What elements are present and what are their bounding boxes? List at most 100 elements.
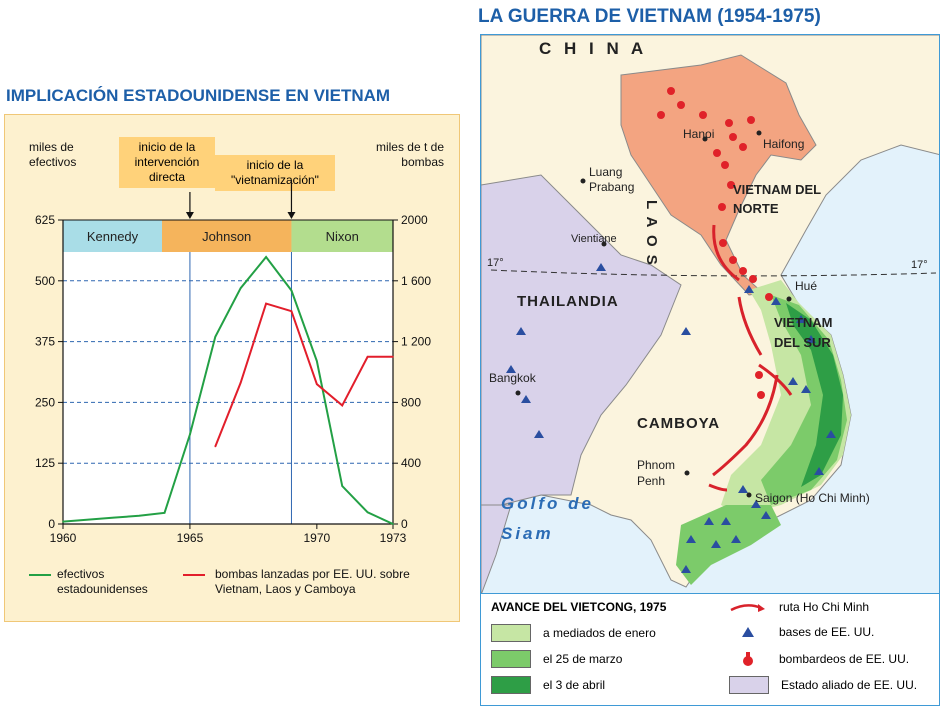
- label-south-vietnam: VIETNAM DEL SUR: [774, 315, 833, 350]
- legend-swatch-jan: [491, 624, 531, 642]
- legend-label-bases: bases de EE. UU.: [779, 625, 875, 639]
- thailand-peninsula: [481, 504, 512, 593]
- legend-label-mar: el 25 de marzo: [543, 652, 623, 666]
- data-point: [265, 256, 267, 258]
- right-tick-label: 1 600: [401, 274, 431, 288]
- label-china: C H I N A: [539, 39, 648, 58]
- legend-swatch-bombs: [183, 574, 205, 576]
- arrow-head: [185, 212, 194, 219]
- legend-title: AVANCE DEL VIETCONG, 1975: [491, 600, 667, 614]
- callout-vietnamization: inicio de la "vietnamización": [215, 155, 335, 191]
- right-tick-label: 2000: [401, 213, 428, 227]
- data-point: [290, 310, 293, 312]
- president-label: Johnson: [202, 229, 251, 244]
- x-tick-label: 1965: [177, 531, 204, 545]
- data-point: [138, 514, 140, 517]
- label-thailand: THAILANDIA: [517, 293, 619, 310]
- legend-bombing: bombardeos de EE. UU.: [729, 651, 909, 667]
- legend-label-route: ruta Ho Chi Minh: [779, 600, 870, 614]
- map-legend: AVANCE DEL VIETCONG, 1975 a mediados de …: [480, 594, 940, 706]
- label-17-right: 17°: [911, 259, 928, 271]
- legend-bases: bases de EE. UU.: [729, 625, 874, 639]
- left-tick-label: 625: [35, 213, 55, 227]
- right-tick-label: 1 200: [401, 335, 431, 349]
- data-point: [62, 520, 64, 523]
- legend-label-apr: el 3 de abril: [543, 678, 606, 692]
- legend-swatch-troops: [29, 574, 51, 576]
- label-cambodia: CAMBOYA: [637, 415, 721, 432]
- data-point: [214, 335, 217, 338]
- us-bombings: [657, 87, 773, 399]
- chart-panel: miles de efectivos miles de t de bombas …: [4, 114, 460, 622]
- route-arrow-icon: [730, 604, 765, 612]
- right-tick-label: 400: [401, 456, 421, 470]
- left-tick-label: 250: [35, 395, 55, 409]
- legend-swatch-apr: [491, 676, 531, 694]
- data-point: [290, 289, 293, 292]
- left-axis-label: miles de efectivos: [29, 140, 77, 169]
- data-point: [366, 511, 369, 514]
- data-point: [392, 523, 394, 525]
- right-axis-label: miles de t de bombas: [375, 140, 444, 169]
- x-tick-label: 1973: [380, 531, 407, 545]
- north-vietnam-region: [620, 54, 817, 296]
- data-point: [163, 512, 166, 514]
- label-north-vietnam: VIETNAM DEL NORTE: [733, 182, 821, 216]
- data-point: [392, 356, 394, 358]
- president-band-johnson: [162, 220, 292, 252]
- vietnam-war-map: C H I N A Hanoi Haifong VIETNAM DEL NORT…: [480, 34, 940, 594]
- label-laos: L A O S: [643, 200, 660, 267]
- president-label: Nixon: [326, 229, 359, 244]
- president-band-nixon: [291, 220, 393, 252]
- arrow-head: [287, 212, 296, 219]
- label-hue: Hué: [795, 279, 818, 293]
- left-tick-label: 125: [35, 456, 55, 470]
- series-line-1: [214, 302, 393, 447]
- data-point: [87, 518, 90, 521]
- zone-april: [786, 303, 843, 487]
- label-phnom-penh: Phnom Penh: [637, 458, 676, 488]
- legend-allied: Estado aliado de EE. UU.: [729, 676, 917, 694]
- right-tick-label: 800: [401, 395, 421, 409]
- plot-area: [63, 252, 393, 524]
- data-point: [239, 381, 242, 384]
- label-vientiane: Vientiane: [571, 233, 617, 245]
- data-point: [366, 356, 369, 358]
- legend-label-troops: efectivos estadounidenses: [57, 567, 148, 596]
- data-point: [341, 485, 344, 487]
- us-bases: [506, 263, 836, 573]
- label-haifong: Haifong: [763, 137, 805, 151]
- ho-chi-minh-route: [708, 224, 793, 492]
- left-tick-label: 375: [35, 335, 55, 349]
- legend-bombs: bombas lanzadas por EE. UU. sobre Vietna…: [183, 567, 445, 597]
- data-point: [214, 445, 217, 448]
- data-point: [189, 433, 191, 436]
- map-svg: [481, 35, 939, 593]
- label-gulf-of-siam: Golfo de Siam: [501, 494, 594, 543]
- label-17-left: 17°: [487, 257, 504, 269]
- x-tick-label: 1960: [50, 531, 77, 545]
- legend-troops: efectivos estadounidenses: [29, 567, 177, 597]
- x-tick-label: 1970: [303, 531, 330, 545]
- zone-delta: [676, 505, 781, 585]
- parallel-17: [490, 269, 937, 277]
- thailand-region: [481, 174, 682, 506]
- left-tick-label: 0: [48, 517, 55, 531]
- legend-apr: el 3 de abril: [491, 676, 605, 694]
- data-point: [316, 360, 318, 362]
- data-point: [112, 516, 115, 519]
- bomb-icon: [743, 652, 753, 666]
- callout-intervention: inicio de la intervención directa: [119, 137, 215, 188]
- legend-label-allied: Estado aliado de EE. UU.: [781, 678, 918, 692]
- cities: [515, 130, 792, 498]
- data-point: [341, 404, 344, 407]
- map-title: LA GUERRA DE VIETNAM (1954-1975): [478, 6, 821, 27]
- series-line-0: [62, 255, 394, 525]
- legend-label-bombing: bombardeos de EE. UU.: [779, 652, 910, 666]
- right-tick-label: 0: [401, 517, 408, 531]
- triangle-icon: [742, 627, 754, 637]
- label-bangkok: Bangkok: [489, 371, 536, 385]
- chart-title: IMPLICACIÓN ESTADOUNIDENSE EN VIETNAM: [6, 86, 391, 105]
- legend-mar: el 25 de marzo: [491, 650, 622, 668]
- legend-route: ruta Ho Chi Minh: [729, 600, 869, 614]
